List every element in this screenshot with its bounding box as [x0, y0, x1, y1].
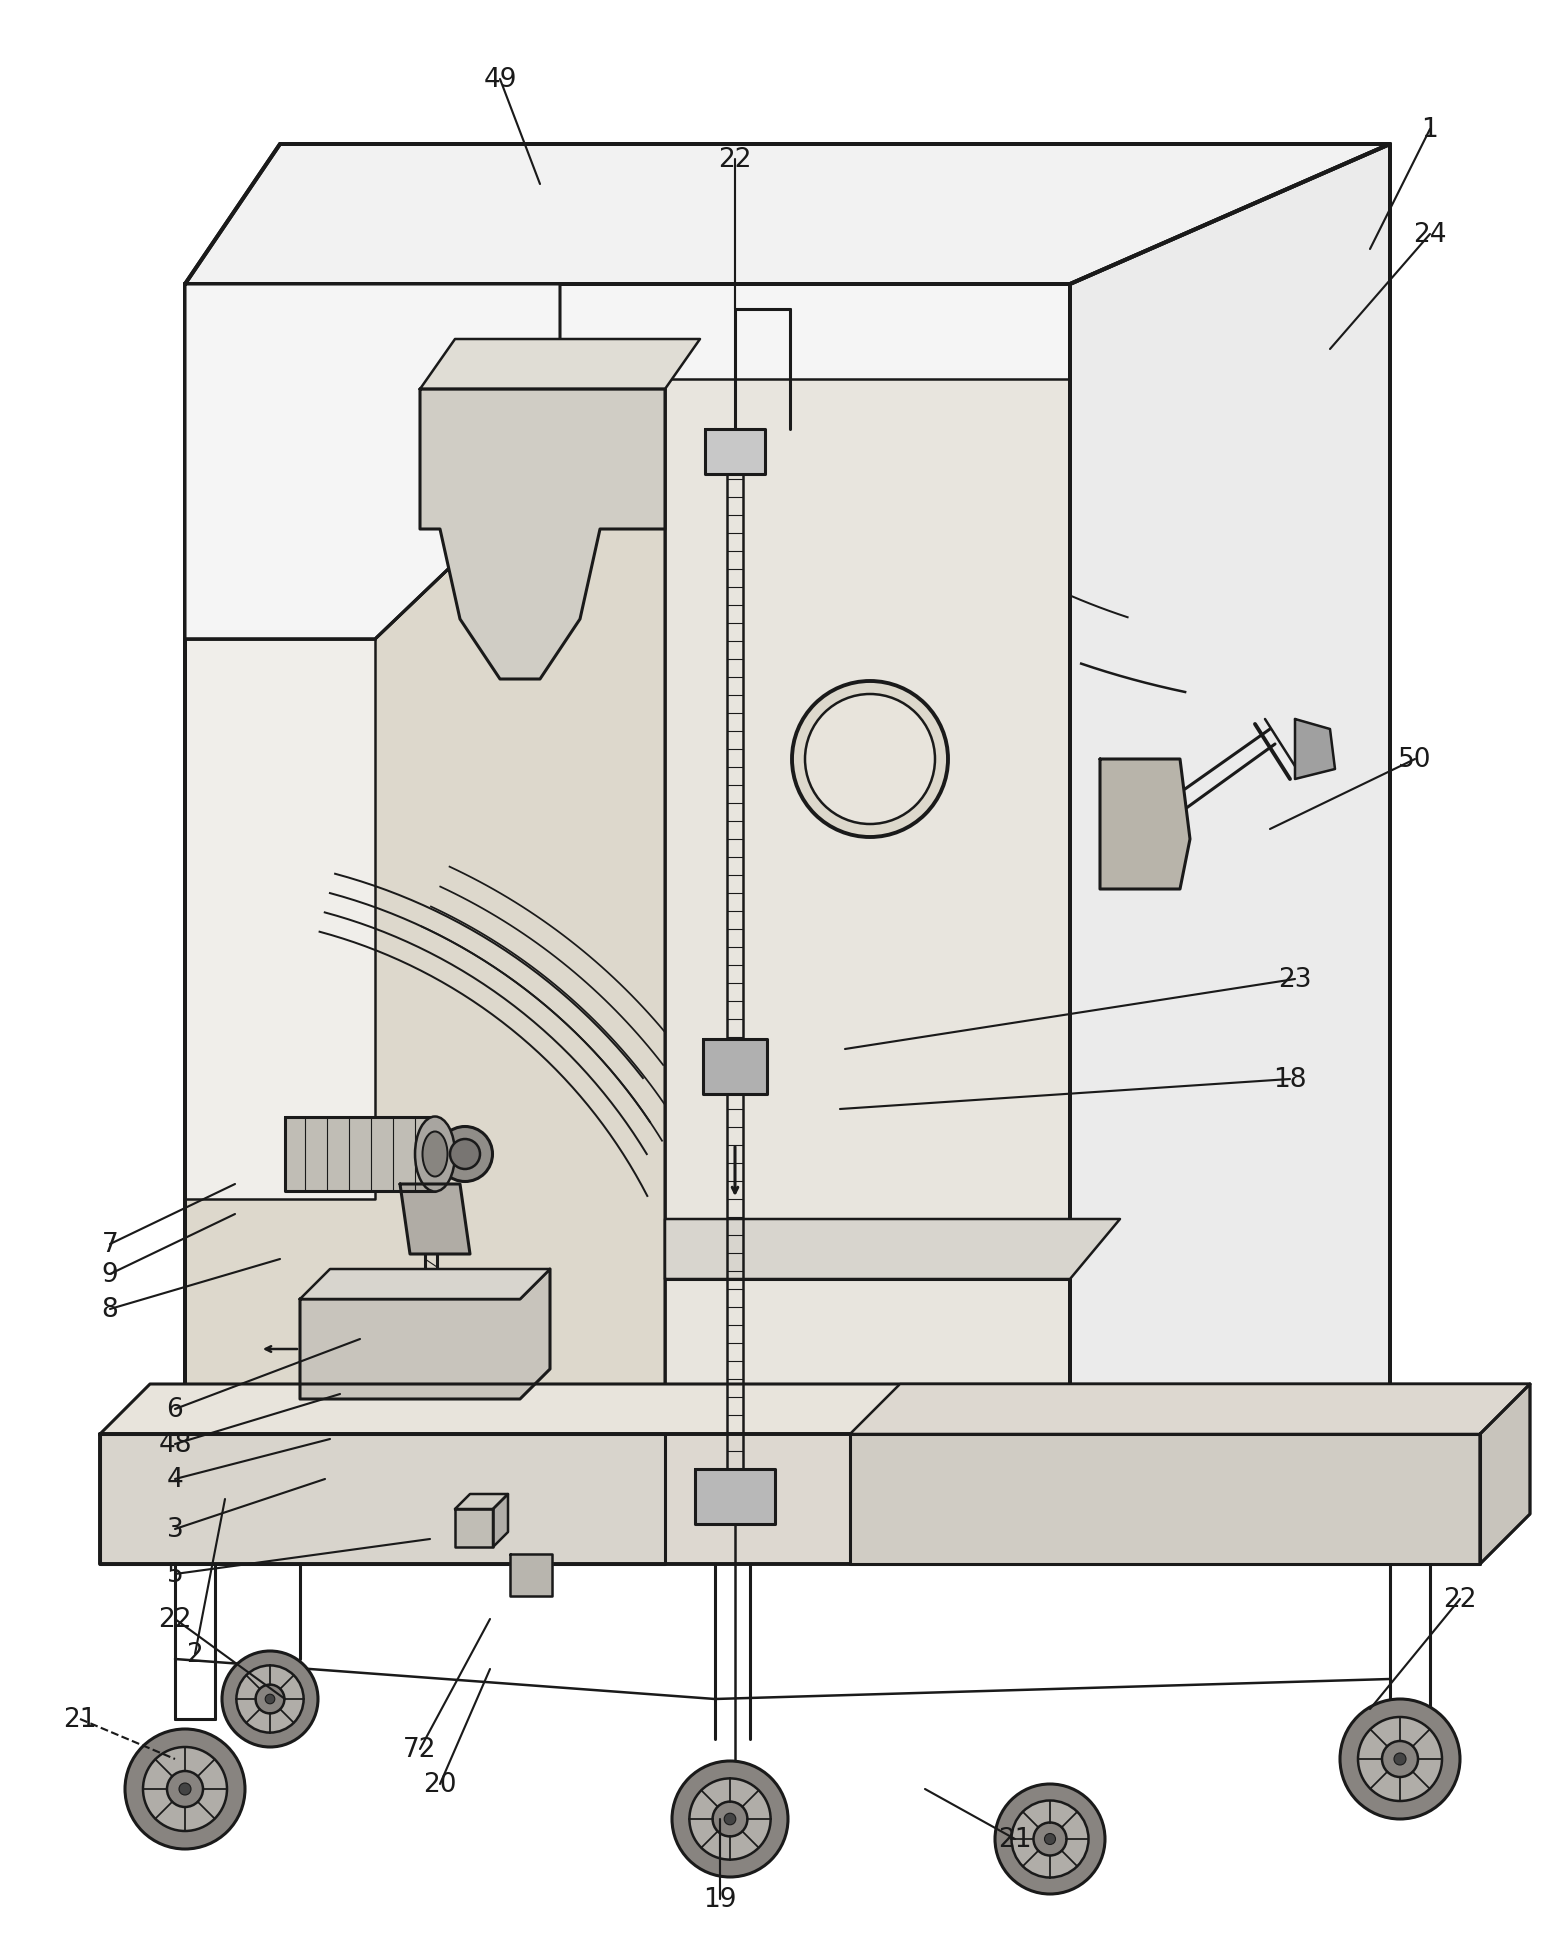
Ellipse shape [1341, 1699, 1460, 1819]
Polygon shape [185, 380, 665, 1435]
Text: 20: 20 [424, 1770, 456, 1797]
Polygon shape [185, 285, 1070, 1435]
Text: 22: 22 [159, 1605, 192, 1633]
Ellipse shape [416, 1117, 455, 1192]
Polygon shape [455, 1495, 508, 1509]
Polygon shape [185, 145, 1390, 285]
Polygon shape [1295, 719, 1334, 779]
Ellipse shape [1012, 1801, 1088, 1877]
Polygon shape [420, 339, 701, 390]
Text: 21: 21 [998, 1827, 1032, 1852]
Text: 50: 50 [1398, 747, 1432, 772]
Polygon shape [400, 1185, 470, 1255]
Text: 49: 49 [483, 68, 517, 93]
Polygon shape [850, 1384, 1531, 1435]
Ellipse shape [143, 1747, 227, 1830]
Polygon shape [1099, 760, 1190, 890]
Polygon shape [850, 1435, 1481, 1565]
Text: 22: 22 [718, 147, 752, 173]
Polygon shape [705, 430, 764, 475]
Ellipse shape [125, 1730, 244, 1850]
Text: 2: 2 [187, 1640, 204, 1668]
Polygon shape [455, 1509, 494, 1547]
Circle shape [793, 683, 948, 838]
Ellipse shape [1045, 1834, 1056, 1844]
Ellipse shape [450, 1140, 480, 1169]
Polygon shape [1481, 1384, 1531, 1565]
Ellipse shape [690, 1778, 771, 1860]
Polygon shape [1481, 1384, 1531, 1565]
Polygon shape [665, 380, 1070, 1435]
Text: 24: 24 [1414, 221, 1446, 248]
Polygon shape [100, 1384, 1531, 1435]
Text: 19: 19 [704, 1887, 736, 1912]
Ellipse shape [995, 1784, 1105, 1894]
Text: 8: 8 [101, 1297, 118, 1322]
Ellipse shape [1394, 1753, 1406, 1764]
Text: 7: 7 [101, 1231, 118, 1256]
Polygon shape [100, 1435, 1481, 1565]
Polygon shape [511, 1555, 553, 1596]
Text: 22: 22 [1443, 1586, 1476, 1611]
Text: 5: 5 [167, 1561, 184, 1588]
Text: 23: 23 [1278, 966, 1311, 993]
Ellipse shape [223, 1652, 318, 1747]
Polygon shape [1070, 145, 1390, 1435]
Polygon shape [494, 1495, 508, 1547]
Ellipse shape [179, 1784, 192, 1796]
Ellipse shape [422, 1132, 447, 1177]
Ellipse shape [255, 1685, 285, 1714]
Polygon shape [665, 1220, 1119, 1280]
Text: 72: 72 [403, 1735, 438, 1763]
Polygon shape [185, 640, 375, 1200]
Text: 21: 21 [64, 1706, 97, 1732]
Circle shape [805, 694, 936, 824]
Text: 3: 3 [167, 1516, 184, 1542]
Polygon shape [185, 285, 561, 640]
Polygon shape [420, 390, 665, 681]
Polygon shape [285, 1117, 434, 1191]
Polygon shape [301, 1270, 550, 1400]
Polygon shape [694, 1470, 775, 1524]
Ellipse shape [724, 1813, 736, 1825]
Ellipse shape [237, 1666, 304, 1733]
Text: 9: 9 [101, 1262, 118, 1287]
Ellipse shape [1358, 1718, 1442, 1801]
Polygon shape [100, 1435, 665, 1565]
Ellipse shape [1383, 1741, 1418, 1776]
Polygon shape [704, 1039, 768, 1094]
Text: 6: 6 [167, 1396, 184, 1423]
Ellipse shape [1034, 1823, 1067, 1856]
Ellipse shape [713, 1801, 747, 1836]
Ellipse shape [265, 1695, 274, 1704]
Ellipse shape [673, 1761, 788, 1877]
Polygon shape [301, 1270, 550, 1299]
Text: 4: 4 [167, 1466, 184, 1493]
Text: 48: 48 [159, 1431, 192, 1458]
Text: 1: 1 [1422, 116, 1439, 143]
Text: 18: 18 [1274, 1066, 1306, 1092]
Ellipse shape [167, 1770, 202, 1807]
Ellipse shape [438, 1127, 492, 1183]
